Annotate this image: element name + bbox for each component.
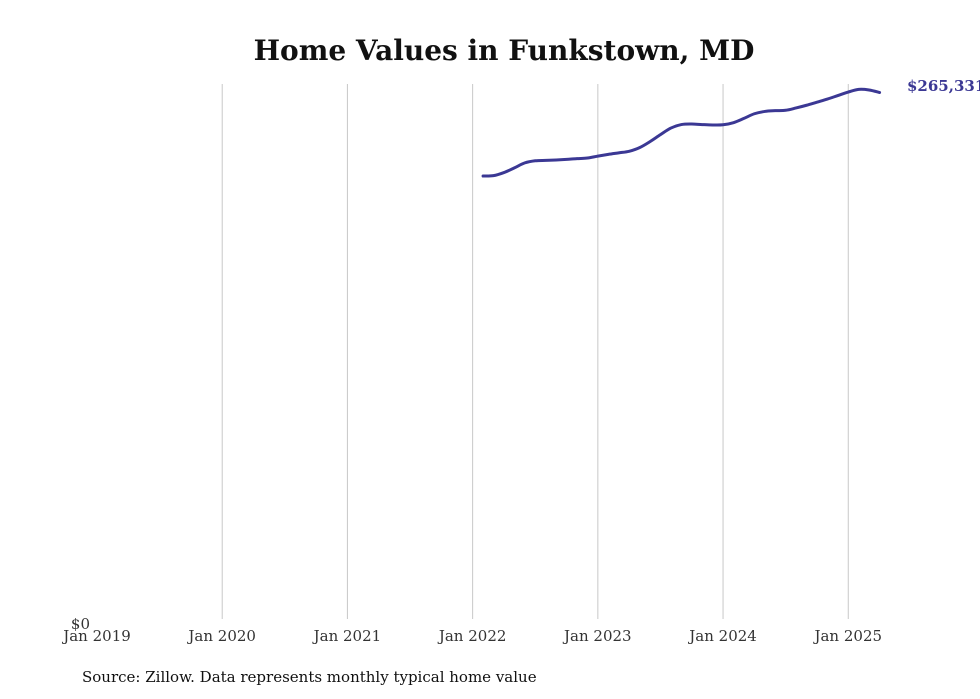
series-line — [481, 87, 882, 178]
x-tick-label: Jan 2022 — [437, 627, 507, 645]
source-note: Source: Zillow. Data represents monthly … — [82, 668, 537, 686]
chart-title: Home Values in Funkstown, MD — [254, 34, 755, 67]
x-tick-label: Jan 2024 — [687, 627, 757, 645]
x-tick-label: Jan 2020 — [186, 627, 256, 645]
x-tick-label: Jan 2021 — [312, 627, 382, 645]
series-group: $265,331 — [481, 77, 980, 178]
end-value-label: $265,331 — [907, 77, 980, 95]
x-tick-label: Jan 2019 — [61, 627, 131, 645]
x-axis-tick-labels: Jan 2019 Jan 2020 Jan 2021 Jan 2022 Jan 2023… — [61, 627, 882, 645]
x-tick-label: Jan 2025 — [812, 627, 882, 645]
vertical-gridlines — [221, 84, 849, 619]
y-tick-label: $0 — [71, 615, 90, 633]
x-tick-label: Jan 2023 — [562, 627, 632, 645]
y-axis-tick-labels: $0 — [71, 615, 90, 633]
